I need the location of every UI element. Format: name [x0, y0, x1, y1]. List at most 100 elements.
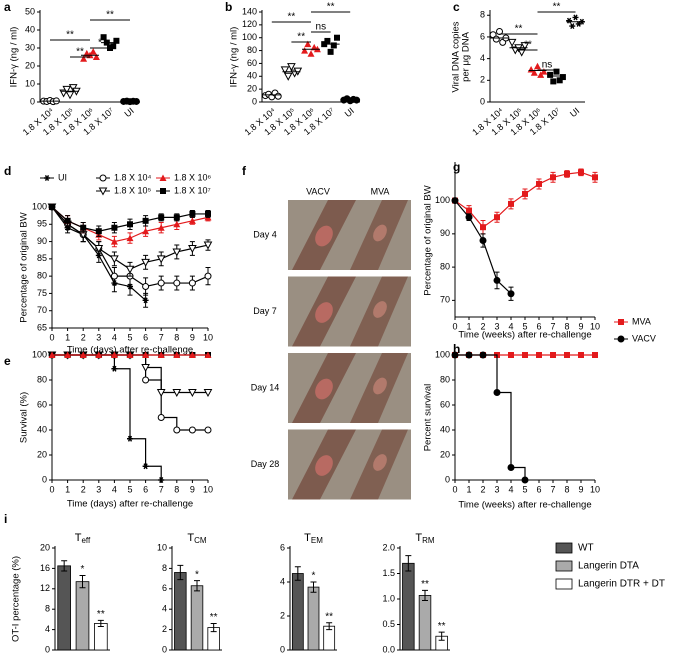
- x-tick-label: UI: [343, 106, 356, 119]
- x-tick-label: 1: [65, 484, 70, 494]
- y-axis-label: Survival (%): [19, 392, 30, 443]
- x-tick-label: 7: [159, 484, 164, 494]
- bar: [75, 581, 90, 651]
- significance-label: *: [81, 564, 85, 575]
- y-tick-label: 40: [247, 71, 257, 81]
- x-tick-label: 3: [96, 332, 101, 342]
- marker: [508, 200, 514, 207]
- marker: [550, 174, 556, 181]
- x-tick-label: 4: [112, 484, 117, 494]
- marker: [521, 476, 529, 484]
- marker: [127, 221, 133, 228]
- significance-label: **: [325, 611, 333, 622]
- x-tick-label: 5: [127, 332, 132, 342]
- marker: [283, 72, 293, 81]
- x-tick-label: 8: [174, 332, 179, 342]
- marker: [517, 48, 527, 57]
- x-tick-label: UI: [568, 106, 581, 119]
- y-tick-label: 40: [37, 424, 47, 434]
- marker: [111, 224, 118, 231]
- marker: [94, 244, 104, 254]
- marker: [304, 40, 312, 48]
- x-tick-label: 4: [112, 332, 117, 342]
- y-axis-label: Percent survival: [423, 384, 434, 452]
- y-tick-label: 100: [32, 201, 47, 211]
- marker: [158, 477, 165, 483]
- marker: [480, 224, 486, 231]
- y-tick-label: 6: [480, 31, 485, 41]
- bar: [291, 573, 304, 651]
- error-bar: [79, 575, 86, 589]
- y-tick-label: 50: [25, 6, 35, 16]
- y-tick-label: 90: [440, 228, 450, 238]
- x-tick-label: 2: [81, 332, 86, 342]
- x-tick-label: 3: [494, 484, 499, 494]
- y-tick-label: 20: [37, 449, 47, 459]
- marker: [173, 426, 181, 434]
- x-tick-label: 10: [203, 484, 213, 494]
- marker: [578, 169, 584, 176]
- marker: [156, 255, 166, 264]
- significance-label: **: [210, 612, 218, 623]
- photo-lesion: [315, 225, 333, 247]
- marker: [157, 414, 165, 421]
- y-tick-label: 0: [280, 644, 285, 654]
- marker: [451, 351, 459, 359]
- x-tick-label: 5: [127, 484, 132, 494]
- marker: [110, 272, 118, 280]
- x-tick-label: 4: [508, 484, 513, 494]
- column-label: VACV: [306, 186, 330, 196]
- marker: [203, 389, 213, 398]
- chart-title: TRM: [415, 532, 435, 545]
- marker: [307, 50, 315, 57]
- y-tick-label: 2: [280, 610, 285, 620]
- marker: [173, 214, 180, 221]
- y-tick-label: 60: [440, 399, 450, 409]
- marker: [572, 14, 579, 21]
- row-label: Day 28: [251, 459, 280, 469]
- y-tick-label: 100: [32, 349, 47, 359]
- series-line: [52, 354, 162, 480]
- y-tick-label: 80: [440, 374, 450, 384]
- legend-label: 1.8 X 10⁵: [114, 185, 152, 195]
- marker: [496, 28, 503, 36]
- x-tick-label: 6: [143, 332, 148, 342]
- marker: [48, 351, 56, 358]
- error-bar: [422, 589, 428, 602]
- marker: [327, 48, 334, 55]
- y-tick-label: 4: [480, 53, 485, 63]
- marker: [451, 197, 459, 205]
- marker: [465, 351, 473, 359]
- marker: [99, 174, 107, 182]
- marker: [204, 272, 212, 280]
- y-tick-label: 8: [162, 563, 167, 573]
- marker: [49, 204, 55, 210]
- marker: [126, 351, 134, 358]
- y-tick-label: 8: [45, 604, 50, 614]
- marker: [507, 464, 515, 471]
- marker: [522, 190, 528, 197]
- marker: [465, 213, 473, 221]
- x-tick-label: 10: [590, 484, 600, 494]
- marker: [466, 207, 472, 214]
- y-tick-label: 120: [242, 19, 257, 29]
- marker: [157, 351, 165, 358]
- y-tick-label: 30: [25, 42, 35, 52]
- x-axis-label: Time (weeks) after re-challenge: [458, 330, 591, 341]
- marker: [142, 376, 150, 384]
- x-tick-label: 3: [96, 484, 101, 494]
- panel-letter: f: [242, 164, 247, 178]
- marker: [160, 188, 166, 194]
- marker: [79, 351, 87, 358]
- y-tick-label: 140: [242, 6, 257, 16]
- panel-letter: i: [4, 512, 7, 526]
- significance-label: **: [515, 24, 523, 35]
- error-bar: [405, 555, 412, 572]
- series-line: [454, 171, 596, 229]
- y-tick-label: 2: [162, 624, 167, 634]
- legend-label: Langerin DTA: [578, 561, 639, 572]
- marker: [493, 276, 501, 284]
- marker: [141, 364, 150, 373]
- x-tick-label: 0: [49, 332, 54, 342]
